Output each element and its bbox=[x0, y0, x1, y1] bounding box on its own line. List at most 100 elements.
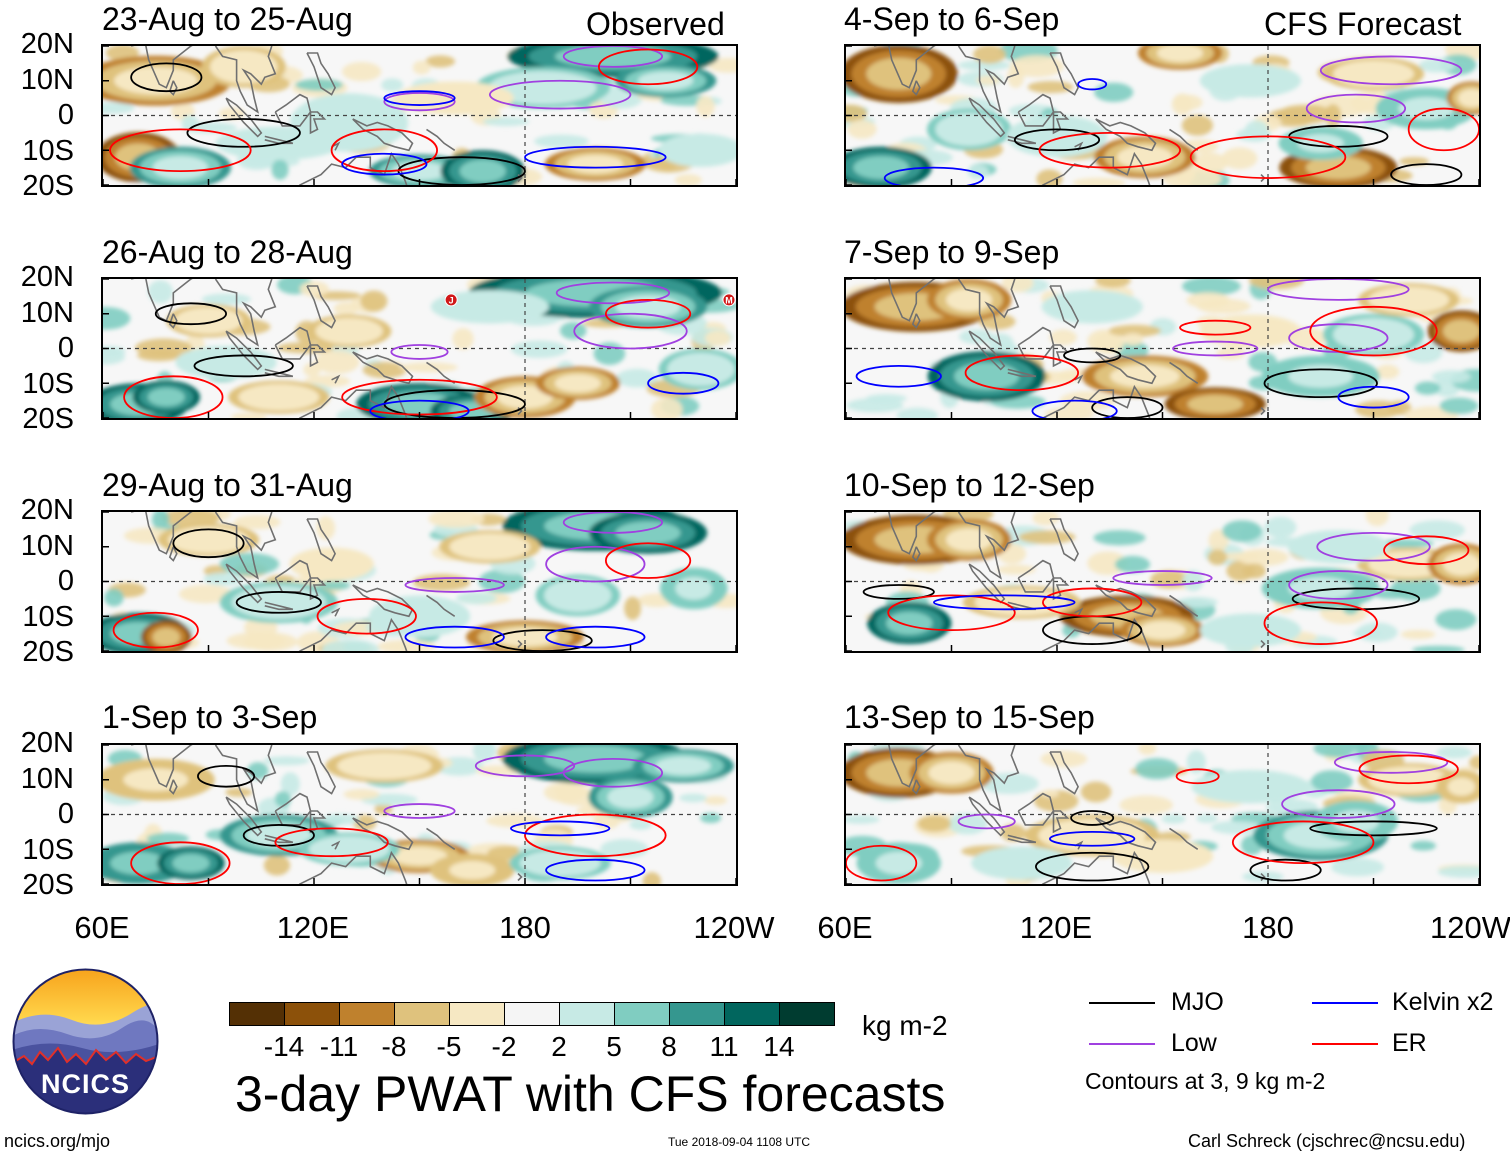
contour-low bbox=[1319, 55, 1463, 86]
pwat-cell bbox=[104, 588, 124, 607]
coastline bbox=[331, 607, 341, 617]
coastline bbox=[225, 330, 263, 371]
pwat-anomaly-blob bbox=[461, 537, 518, 556]
coastline bbox=[1074, 607, 1084, 617]
pwat-cell bbox=[1216, 347, 1246, 360]
pwat-cell bbox=[203, 572, 244, 586]
pwat-anomaly-blob bbox=[1380, 290, 1437, 310]
footer-timestamp: Tue 2018-09-04 1108 UTC bbox=[668, 1135, 811, 1149]
pwat-anomaly-blob bbox=[677, 141, 725, 160]
contour-mjo bbox=[1070, 810, 1115, 826]
pwat-cell bbox=[846, 398, 904, 413]
colorbar-label: -8 bbox=[381, 1031, 407, 1062]
pwat-cell bbox=[1431, 370, 1471, 384]
pwat-cell bbox=[341, 61, 382, 82]
pwat-cell bbox=[103, 102, 135, 114]
contour-mjo bbox=[172, 528, 245, 559]
legend-label-low: Low bbox=[1171, 1029, 1217, 1057]
pwat-cell bbox=[1181, 114, 1214, 136]
coastline bbox=[1095, 584, 1157, 618]
pwat-anomaly-blob bbox=[185, 311, 232, 330]
pwat-anomaly-blob bbox=[391, 161, 448, 181]
contour-mjo bbox=[186, 118, 301, 148]
contour-mjo bbox=[1263, 368, 1378, 399]
contour-kel bbox=[933, 594, 1076, 611]
storm-marker-label: J bbox=[449, 295, 454, 305]
pwat-cell bbox=[316, 516, 336, 540]
pwat-cell bbox=[1196, 814, 1218, 823]
contour-kel bbox=[1031, 399, 1118, 418]
colorbar-swatch bbox=[394, 1002, 450, 1026]
coastline bbox=[957, 279, 1020, 347]
contour-kel bbox=[647, 371, 720, 395]
contour-er bbox=[604, 298, 692, 329]
coastline bbox=[911, 313, 921, 329]
contour-low bbox=[562, 46, 664, 68]
coastline bbox=[309, 577, 327, 601]
colorbar-label: -5 bbox=[436, 1031, 462, 1062]
coastline bbox=[264, 601, 294, 611]
y-tick-row4-1: 10N bbox=[20, 762, 74, 795]
coastline bbox=[352, 584, 414, 618]
pwat-anomaly-blob bbox=[1442, 552, 1479, 576]
pwat-anomaly-blob bbox=[615, 521, 681, 545]
pwat-cell bbox=[1277, 104, 1335, 124]
colorbar-label: 11 bbox=[709, 1031, 739, 1062]
contour-low bbox=[573, 312, 688, 350]
pwat-cell bbox=[1000, 823, 1026, 842]
coastline bbox=[1260, 873, 1266, 882]
coastline bbox=[298, 151, 408, 185]
contour-kel bbox=[510, 820, 611, 837]
pwat-anomaly-blob bbox=[875, 851, 922, 875]
coastline bbox=[1049, 285, 1079, 329]
pwat-cell bbox=[600, 839, 649, 859]
pwat-cell bbox=[1182, 570, 1204, 592]
pwat-cell bbox=[1186, 750, 1206, 774]
coastline bbox=[1052, 344, 1070, 368]
pwat-cell bbox=[1138, 745, 1157, 755]
coastline bbox=[1074, 374, 1084, 384]
pwat-cell bbox=[1119, 795, 1173, 815]
y-tick-row3-4: 20S bbox=[22, 636, 74, 668]
coastline bbox=[225, 97, 263, 138]
legend-label-er: ER bbox=[1392, 1029, 1427, 1057]
pwat-cell bbox=[455, 592, 497, 605]
contour-kel bbox=[383, 90, 456, 106]
pwat-anomaly-blob bbox=[1139, 620, 1186, 640]
y-tick-row2-1: 10N bbox=[20, 296, 74, 329]
contour-low bbox=[1112, 570, 1213, 586]
pwat-anomaly-blob bbox=[1110, 364, 1180, 388]
pwat-cell bbox=[1414, 381, 1441, 395]
panel-title-fc2: 7-Sep to 9-Sep bbox=[844, 234, 1060, 270]
contour-low bbox=[562, 757, 664, 788]
pwat-anomaly-blob bbox=[1029, 124, 1085, 148]
contour-mjo bbox=[862, 584, 935, 600]
pwat-anomaly-blob bbox=[866, 57, 932, 90]
legend-line-kelvin bbox=[1312, 1002, 1378, 1004]
contour-mjo bbox=[1249, 858, 1322, 882]
contour-er bbox=[597, 48, 699, 86]
coastline bbox=[1095, 351, 1157, 385]
y-tick-row2-0: 20N bbox=[20, 261, 74, 293]
coastline bbox=[298, 850, 408, 884]
y-tick-row1-2: 0 bbox=[57, 99, 74, 131]
pwat-anomaly-blob bbox=[607, 785, 654, 809]
y-tick-row3-2: 0 bbox=[57, 565, 74, 597]
pwat-anomaly-blob bbox=[147, 387, 185, 407]
coastline bbox=[1007, 834, 1037, 844]
x-tick-120e-left: 120E bbox=[276, 910, 350, 945]
pwat-cell bbox=[1222, 520, 1262, 542]
coastline bbox=[168, 546, 178, 562]
pwat-cell bbox=[624, 596, 642, 621]
pwat-cell bbox=[1186, 292, 1230, 309]
pwat-cell bbox=[317, 580, 351, 591]
colorbar-swatch bbox=[339, 1002, 395, 1026]
pwat-cell bbox=[299, 281, 330, 297]
contour-er bbox=[112, 611, 199, 649]
y-tick-row2-2: 0 bbox=[57, 332, 74, 364]
pwat-anomaly-blob bbox=[246, 823, 312, 847]
pwat-anomaly-blob bbox=[152, 156, 209, 180]
pwat-anomaly-blob bbox=[1442, 319, 1479, 343]
coastline bbox=[1095, 817, 1157, 851]
pwat-cell bbox=[1036, 169, 1063, 185]
